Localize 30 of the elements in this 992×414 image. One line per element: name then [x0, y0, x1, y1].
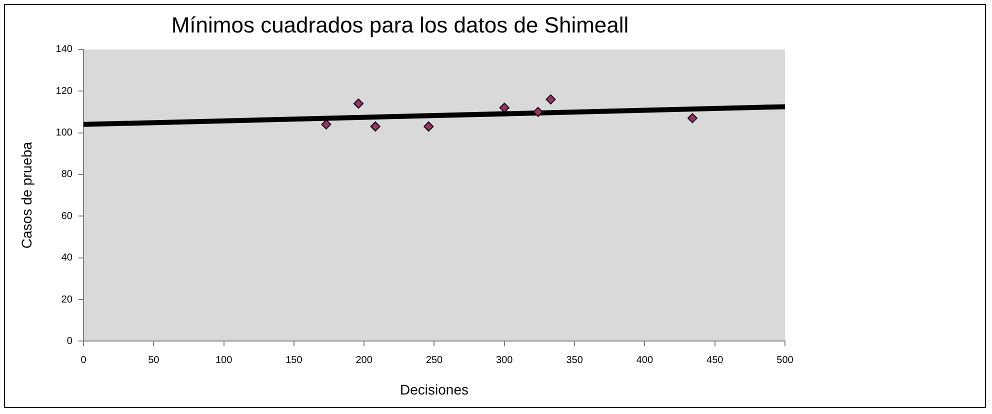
point: [321, 119, 332, 130]
y-tick-label: 40: [61, 252, 73, 264]
y-tick-label: 80: [61, 169, 73, 180]
y-axis-title: Casos de prueba: [18, 142, 34, 249]
y-tick-label: 120: [56, 86, 73, 97]
x-tick-label: 400: [636, 354, 654, 366]
point: [499, 102, 510, 113]
y-tick-label: 100: [56, 128, 73, 139]
x-tick-label: 300: [496, 354, 514, 366]
y-tick-label: 60: [61, 210, 73, 222]
x-axis-title: Decisiones: [400, 381, 468, 398]
y-tick-label: 0: [66, 336, 73, 347]
x-tick-label: 50: [148, 354, 160, 366]
y-tick-label: 140: [56, 44, 73, 56]
x-tick-label: 350: [566, 354, 584, 366]
point: [687, 113, 698, 124]
x-tick-label: 250: [426, 354, 444, 366]
point: [353, 98, 364, 109]
x-tick-label: 450: [706, 354, 724, 366]
y-tick-label: 20: [61, 294, 73, 306]
x-tick-label: 500: [776, 354, 794, 366]
point: [533, 106, 544, 117]
point: [370, 122, 380, 132]
x-tick-label: 200: [356, 354, 373, 366]
x-tick-label: 0: [80, 354, 87, 366]
x-tick-label: 100: [215, 354, 233, 366]
point: [546, 94, 556, 104]
point: [424, 122, 434, 132]
x-tick-label: 150: [286, 354, 303, 366]
chart-title: Mínimos cuadrados para los datos de Shimeall: [171, 12, 629, 38]
